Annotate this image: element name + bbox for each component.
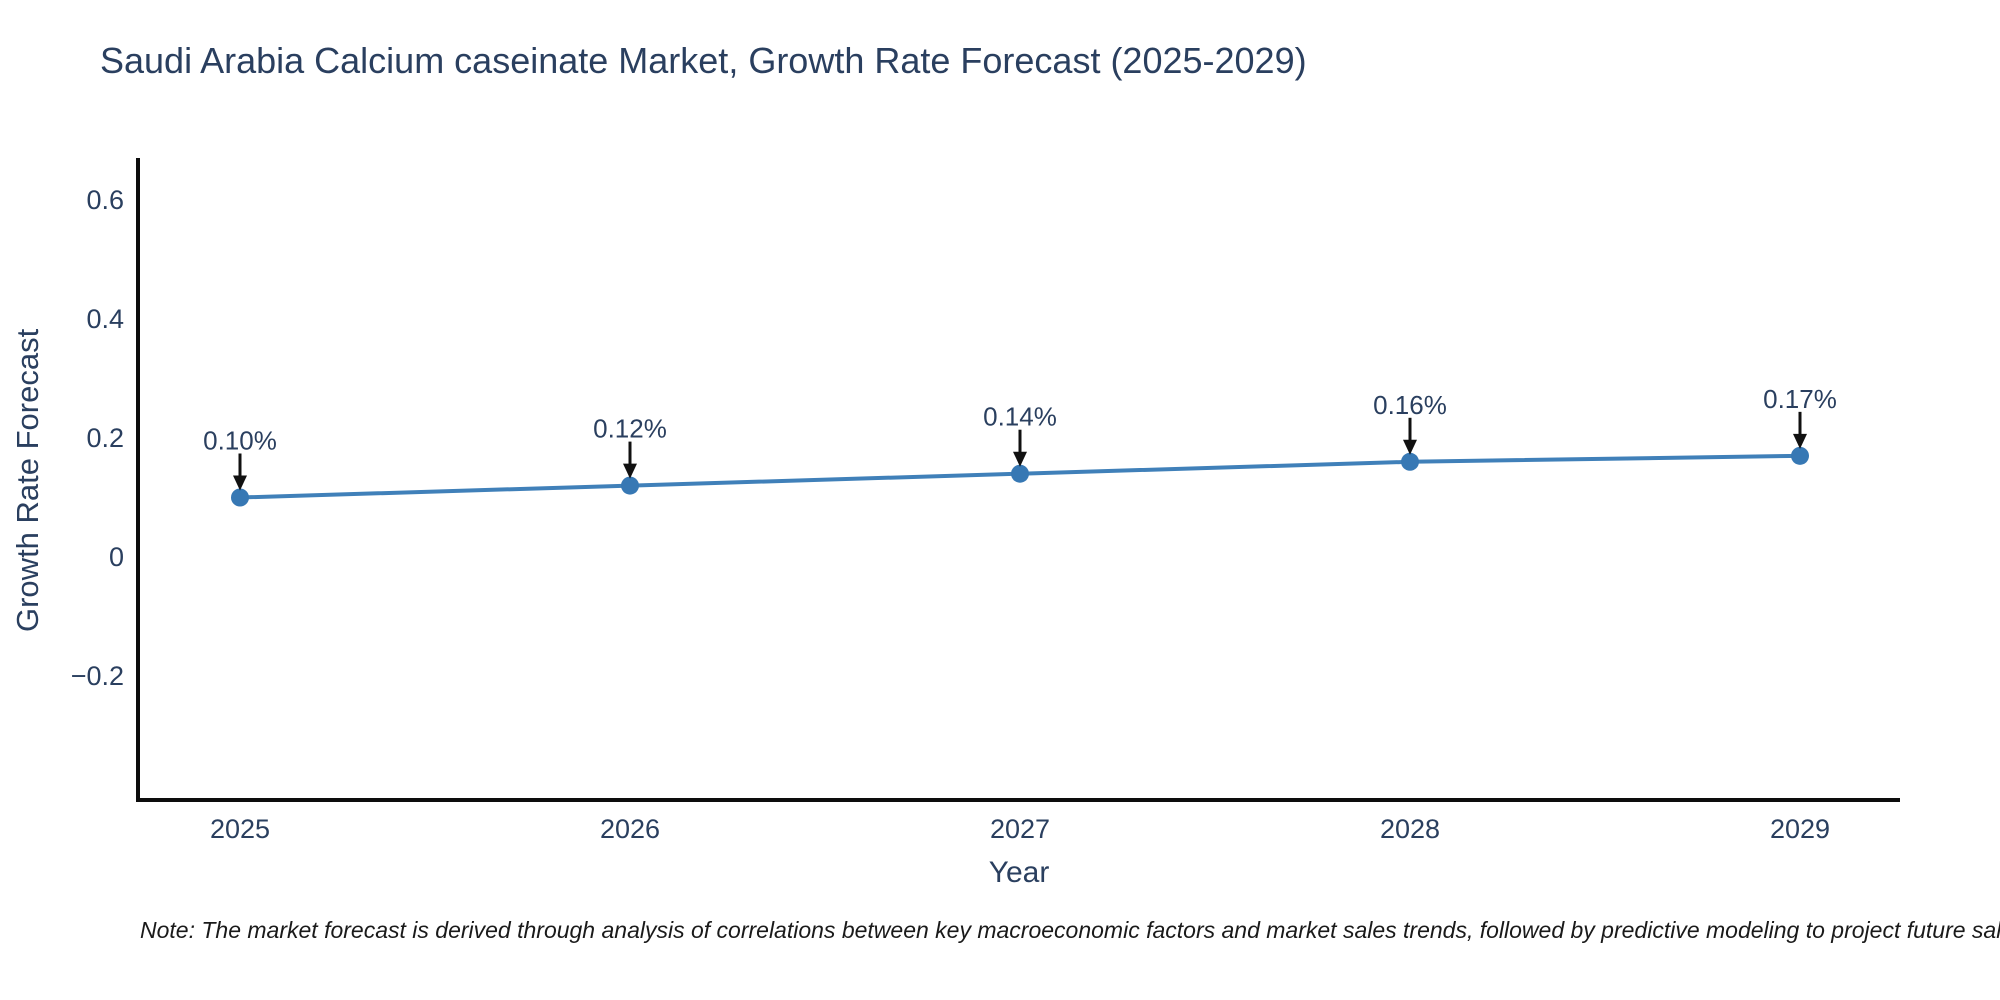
y-axis-title: Growth Rate Forecast bbox=[10, 328, 45, 632]
point-value-label: 0.16% bbox=[1373, 390, 1447, 420]
x-tick-label: 2028 bbox=[1380, 814, 1440, 844]
y-tick-label: 0.4 bbox=[86, 304, 124, 334]
point-value-label: 0.14% bbox=[983, 402, 1057, 432]
data-point-marker[interactable] bbox=[1011, 464, 1029, 483]
x-tick-label: 2029 bbox=[1770, 814, 1830, 844]
data-point-marker[interactable] bbox=[1401, 452, 1419, 471]
chart-title: Saudi Arabia Calcium caseinate Market, G… bbox=[100, 40, 1307, 81]
point-value-label: 0.12% bbox=[593, 414, 667, 444]
annotation-arrowhead-icon bbox=[1403, 439, 1417, 455]
data-point-marker[interactable] bbox=[1791, 446, 1809, 465]
y-tick-label: 0 bbox=[109, 542, 124, 572]
data-point-marker[interactable] bbox=[231, 488, 249, 507]
annotation-arrowhead-icon bbox=[1013, 451, 1027, 467]
x-tick-label: 2025 bbox=[210, 814, 270, 844]
annotation-arrowhead-icon bbox=[233, 475, 247, 491]
point-value-label: 0.10% bbox=[203, 426, 277, 456]
footnote: Note: The market forecast is derived thr… bbox=[140, 917, 2000, 943]
y-tick-label: 0.6 bbox=[86, 185, 124, 215]
y-tick-label: 0.2 bbox=[86, 423, 124, 453]
point-value-label: 0.17% bbox=[1763, 384, 1837, 414]
x-tick-label: 2027 bbox=[990, 814, 1050, 844]
x-axis-title: Year bbox=[988, 856, 1050, 889]
x-tick-label: 2026 bbox=[600, 814, 660, 844]
annotation-arrowhead-icon bbox=[1793, 433, 1807, 449]
y-tick-label: −0.2 bbox=[71, 661, 124, 691]
data-point-marker[interactable] bbox=[621, 476, 639, 495]
annotation-arrowhead-icon bbox=[623, 463, 637, 479]
